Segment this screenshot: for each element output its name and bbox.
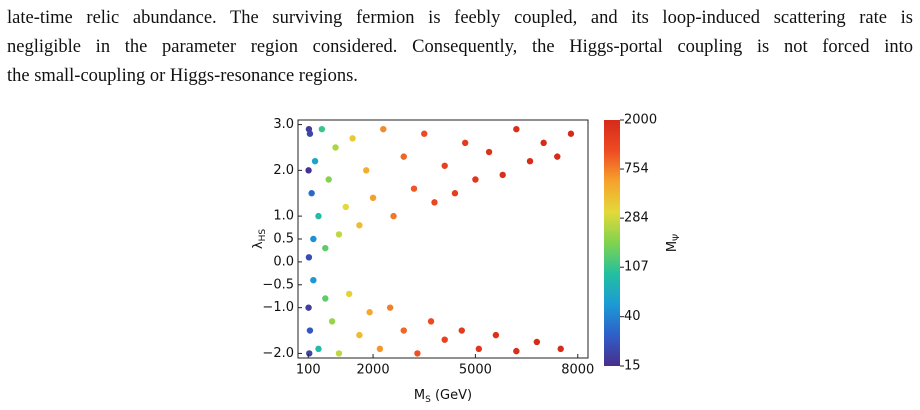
point [400,153,407,160]
point [342,203,349,211]
colorbar-tick-label: 40 [624,309,641,324]
label-part: Ψ [672,234,682,241]
label-part: HS [258,229,268,242]
text-line: negligible in the parameter region consi… [7,37,913,57]
point [332,144,339,151]
point [306,130,314,137]
point [451,190,459,197]
point [318,125,326,133]
point [335,231,343,238]
y-tick-label: 0.0 [273,254,294,269]
y-tick-label: 3.0 [273,117,294,132]
point [526,157,534,165]
point [356,222,363,229]
label-part: M [414,388,425,403]
point [461,139,469,147]
x-tick-label: 100 [296,363,321,378]
label-part: S [425,395,431,405]
point [328,318,336,325]
point [427,318,435,325]
point [499,171,506,179]
colorbar-tick-label: 2000 [624,113,657,128]
plot-frame [297,119,589,359]
point [306,350,313,357]
point [557,345,564,353]
point [472,176,479,183]
colorbar [604,120,620,366]
y-tick-label: 0.5 [273,232,294,247]
point [513,347,520,355]
point [366,309,373,316]
colorbar-label: MΨ [665,234,682,252]
y-tick-label: 2.0 [273,163,294,178]
x-tick-label: 8000 [561,363,594,378]
point [322,295,329,302]
point [400,327,407,334]
point [305,254,313,261]
point [376,345,384,353]
point [410,185,418,192]
point [441,162,448,169]
y-axis-label: λHS [251,229,268,249]
paragraph: late-time relic abundance. The surviving… [7,4,913,91]
point [458,327,465,334]
point [345,290,353,298]
point [349,135,356,142]
point [380,125,387,133]
point [310,276,317,284]
y-tick-label: 1.0 [273,209,294,224]
point [386,304,394,311]
label-part: λ [251,241,266,249]
point [475,345,483,353]
point [305,304,312,311]
point [310,235,317,243]
point [322,244,329,252]
colorbar-tick-label: 15 [624,359,641,374]
point [311,157,319,165]
point [533,338,541,346]
y-tick-label: −1.0 [262,300,294,315]
x-axis-label: MS (GeV) [414,388,472,405]
label-part: M [665,241,680,252]
point [540,139,547,147]
point [441,336,448,343]
text-line: the small-coupling or Higgs-resonance re… [7,66,358,86]
point [325,176,332,183]
point [513,125,520,133]
point [315,212,322,220]
point [306,327,314,334]
point [308,190,315,197]
point [356,331,363,339]
point [390,212,397,220]
point [315,345,322,353]
colorbar-tick-label: 107 [624,260,649,275]
text-line: late-time relic abundance. The surviving… [7,8,913,28]
point [369,194,377,202]
colorbar-tick-label: 284 [624,211,649,226]
point [492,331,500,339]
point [554,153,561,160]
point [431,199,438,206]
x-tick-label: 5000 [459,363,492,378]
x-tick-label: 2000 [357,363,390,378]
colorbar-tick-label: 754 [624,162,649,177]
point [363,167,370,174]
point [335,350,343,357]
label-part: (GeV) [431,388,472,403]
y-tick-label: −2.0 [262,346,294,361]
point [414,350,421,357]
point [567,130,575,137]
point [421,130,428,137]
point [305,167,312,174]
y-tick-label: −0.5 [262,277,294,292]
point [485,148,493,156]
